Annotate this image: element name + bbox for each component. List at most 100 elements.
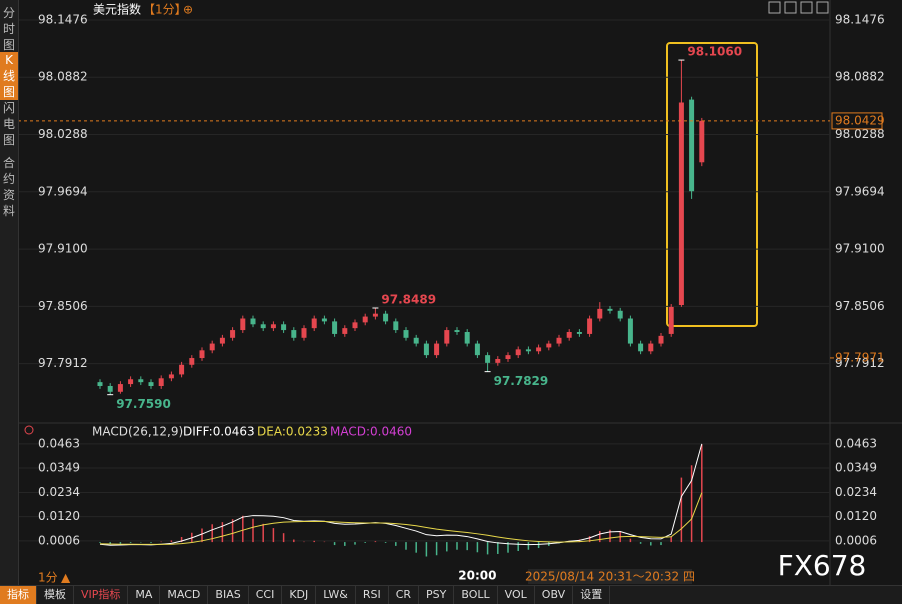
candle-body (372, 313, 378, 317)
macd-title: MACD(26,12,9) (92, 425, 183, 439)
candle-body (444, 330, 450, 344)
window-controls (768, 1, 829, 14)
y-tick-label-right: 0.0349 (835, 461, 877, 475)
candle-body (230, 330, 236, 338)
chart-area: 美元指数 【1分】 ⊕ 1分 ▲ 2025/08/14 20:31～20:32 … (18, 0, 902, 585)
candle-body (301, 328, 307, 338)
candle-body (638, 343, 644, 352)
control[interactable] (800, 1, 813, 14)
candle-body (383, 313, 389, 322)
candle-body (403, 330, 409, 338)
y-tick-label-right: 97.8506 (835, 299, 885, 313)
toolbar-item[interactable]: CCI (249, 586, 283, 604)
toolbar-item[interactable]: RSI (356, 586, 389, 604)
candle-body (525, 349, 531, 352)
candle-body (158, 378, 164, 386)
candle-body (352, 322, 358, 329)
candle-body (321, 318, 327, 322)
candle-body (607, 308, 613, 311)
candle-body (107, 386, 113, 392)
candle-body (495, 359, 501, 363)
toolbar-item[interactable]: VOL (498, 586, 535, 604)
candle-body (179, 364, 185, 375)
add-icon[interactable]: ⊕ (183, 3, 193, 17)
sidebar-tab[interactable]: K线图 (0, 52, 18, 100)
y-tick-label: 97.9100 (38, 242, 88, 256)
candle-body (189, 358, 195, 365)
last-price-label: 98.0429 (835, 113, 885, 127)
candle-body (423, 343, 429, 356)
candle-body (485, 355, 491, 363)
period-label: 【1分】 (143, 3, 187, 17)
control[interactable] (768, 1, 781, 14)
y-tick-label: 98.1476 (38, 12, 88, 26)
y-tick-label-right: 0.0120 (835, 509, 877, 523)
candle-body (454, 330, 460, 332)
legend-entry: DEA:0.0233 (257, 425, 328, 439)
toolbar-item[interactable]: PSY (419, 586, 455, 604)
candle-body (464, 332, 470, 344)
y-tick-label: 0.0463 (38, 436, 80, 450)
macd-line (99, 443, 703, 546)
candle-body (648, 343, 654, 352)
candle-body (117, 384, 123, 392)
y-tick-label-right: 0.0463 (835, 436, 877, 450)
indicator-icon[interactable] (24, 425, 34, 435)
sidebar: 分时图 K线图 闪电图合约资料 (0, 0, 19, 585)
last-price-box (831, 112, 883, 130)
y-tick-label-right: 97.7912 (835, 356, 885, 370)
y-tick-label-right: 97.9100 (835, 242, 885, 256)
candle-body (311, 318, 317, 329)
sidebar-tab[interactable]: 合约资料 (2, 156, 15, 218)
period-arrow[interactable]: ▲ (61, 571, 71, 585)
legend-entry: MACD:0.0460 (330, 425, 412, 439)
candle-body (332, 321, 338, 334)
y-tick-label-right: 97.9694 (835, 184, 885, 198)
candle-body (678, 102, 684, 305)
period-footer: 1分 (38, 571, 58, 585)
macd-line (99, 492, 703, 545)
toolbar-item[interactable]: BOLL (454, 586, 498, 604)
y-tick-label: 98.0288 (38, 127, 88, 141)
toolbar-item[interactable]: CR (389, 586, 420, 604)
y-tick-label: 97.9694 (38, 184, 88, 198)
candle-body (505, 355, 511, 359)
control[interactable] (784, 1, 797, 14)
y-tick-label: 97.8506 (38, 299, 88, 313)
y-tick-label: 97.7912 (38, 356, 88, 370)
toolbar-item[interactable]: LW& (316, 586, 356, 604)
y-tick-label: 0.0234 (38, 485, 80, 499)
candle-body (250, 318, 256, 325)
toolbar-item[interactable]: OBV (535, 586, 574, 604)
candle-body (576, 332, 582, 334)
y-tick-label: 0.0006 (38, 533, 80, 547)
candle-body (434, 343, 440, 356)
candle-body (515, 349, 521, 356)
toolbar-item[interactable]: 模板 (37, 586, 74, 604)
toolbar-item[interactable]: VIP指标 (74, 586, 129, 604)
control[interactable] (816, 1, 829, 14)
y-tick-label-right: 98.1476 (835, 12, 885, 26)
candle-body (270, 324, 276, 329)
candle-body (138, 379, 144, 383)
toolbar-item[interactable]: MA (128, 586, 161, 604)
toolbar-item[interactable]: MACD (160, 586, 209, 604)
sidebar-tab[interactable]: 分时图 (2, 6, 15, 52)
x-tick-label: 20:00 (458, 569, 496, 583)
toolbar-item[interactable]: KDJ (282, 586, 317, 604)
y-tick-label: 0.0349 (38, 461, 80, 475)
toolbar-item[interactable]: 指标 (0, 586, 37, 604)
candle-body (128, 379, 134, 385)
candle-body (240, 318, 246, 331)
annotation-label: 98.1060 (687, 45, 742, 59)
toolbar-item[interactable]: BIAS (208, 586, 249, 604)
y-tick-label-right: 0.0006 (835, 533, 877, 547)
y-tick-label: 0.0120 (38, 509, 80, 523)
sidebar-tab[interactable]: 闪电图 (2, 101, 15, 147)
candle-body (546, 343, 552, 348)
candle-body (597, 308, 603, 319)
toolbar-item[interactable]: 设置 (573, 586, 611, 604)
candle-body (199, 350, 205, 359)
candle-body (413, 337, 419, 344)
y-tick-label-right: 98.0288 (835, 127, 885, 141)
